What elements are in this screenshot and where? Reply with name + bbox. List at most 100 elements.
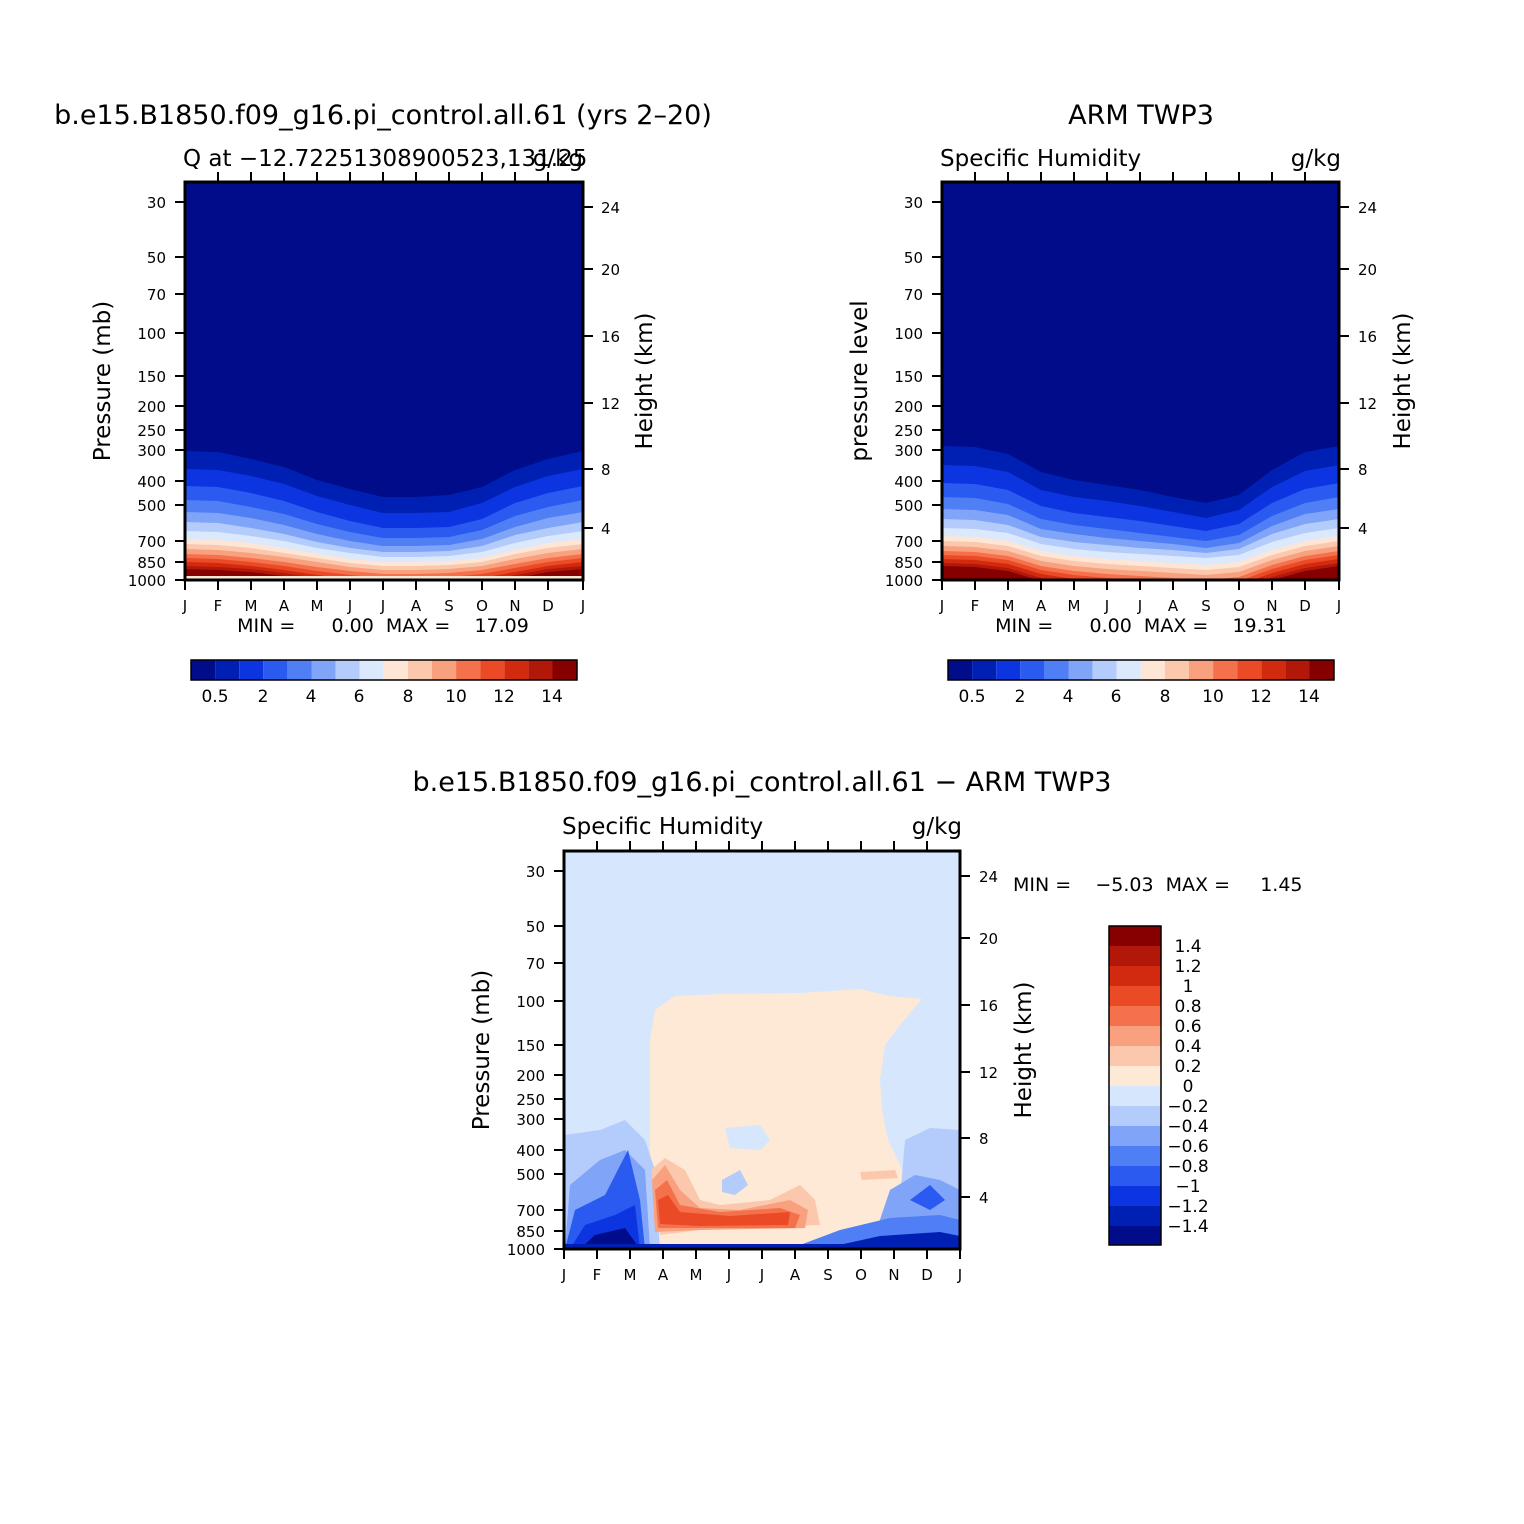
model-colorbar-swatch (359, 660, 384, 680)
panel-obs-left-label: Specific Humidity (940, 146, 1141, 172)
diff-x-tick: M (690, 1266, 703, 1284)
model-colorbar-swatch (456, 660, 481, 680)
diff-colorbar-swatch (1109, 1086, 1161, 1106)
obs-colorbar-label: 4 (1063, 687, 1074, 707)
model-y-tick: 300 (137, 442, 166, 460)
diff-surface-strip (564, 1244, 960, 1249)
diff-colorbar-labels: 1.4 1.2 1 0.8 0.6 0.4 0.2 0 −0.2 −0.4 −0… (1167, 937, 1208, 1237)
panel-diff: b.e15.B1850.f09_g16.pi_control.all.61 − … (413, 767, 1303, 1284)
model-colorbar-swatch (480, 660, 505, 680)
obs-y2-tick-labels: 24 20 16 12 8 4 (1358, 199, 1377, 538)
obs-x-tick: F (971, 597, 980, 615)
obs-bottom-ticks (941, 580, 1340, 590)
model-colorbar-swatch (215, 660, 240, 680)
obs-colorbar: 0.5 2 4 6 8 10 12 14 (947, 659, 1335, 707)
model-y2-axis-label: Height (km) (632, 312, 658, 449)
obs-x-tick: M (1002, 597, 1015, 615)
diff-colorbar-label: −1.2 (1167, 1197, 1208, 1217)
obs-x-tick: D (1299, 597, 1311, 615)
diff-negative-small-blob (722, 1170, 748, 1195)
diff-y-tick: 200 (516, 1067, 545, 1085)
diff-y-tick: 300 (516, 1111, 545, 1129)
model-colorbar-swatch (335, 660, 360, 680)
model-y-tick: 100 (137, 325, 166, 343)
obs-colorbar-label: 6 (1111, 687, 1122, 707)
panel-obs: ARM TWP3 Specific Humidity g/kg (847, 100, 1416, 707)
diff-colorbar-label: 0.6 (1174, 1017, 1201, 1037)
diff-colorbar-label: −0.4 (1167, 1117, 1208, 1137)
diff-x-tick-labels: J F M A M J J A S O N D J (561, 1266, 962, 1284)
obs-y-tick: 150 (894, 368, 923, 386)
model-y-tick: 50 (147, 249, 166, 267)
model-colorbar-frame (190, 659, 578, 681)
obs-x-tick: A (1168, 597, 1179, 615)
obs-x-tick: O (1233, 597, 1245, 615)
model-colorbar-label: 14 (541, 687, 563, 707)
diff-colorbar-swatches (1109, 926, 1161, 1245)
obs-colorbar-label: 10 (1202, 687, 1224, 707)
model-contour-field (185, 182, 583, 580)
model-colorbar-swatch (263, 660, 288, 680)
model-colorbar-label: 8 (403, 687, 414, 707)
diff-y-tick: 850 (516, 1223, 545, 1241)
model-surface-strip (185, 576, 583, 580)
model-colorbar-label: 10 (445, 687, 467, 707)
diff-top-ticks (596, 841, 928, 851)
obs-colorbar-swatch (1140, 660, 1165, 680)
model-colorbar-swatch (311, 660, 336, 680)
model-y2-tick: 20 (601, 261, 620, 279)
obs-colorbar-swatch (1309, 660, 1334, 680)
diff-right-ticks (960, 875, 970, 1198)
model-colorbar-label: 12 (493, 687, 515, 707)
diff-colorbar-label: 1.4 (1174, 937, 1201, 957)
obs-min-max: MIN = 0.00 MAX = 19.31 (995, 615, 1287, 637)
obs-x-tick: J (1137, 597, 1142, 615)
panel-model-left-label: Q at −12.72251308900523,131.25 (183, 146, 587, 172)
diff-colorbar-label: 0.2 (1174, 1057, 1201, 1077)
diff-y2-tick-labels: 24 20 16 12 8 4 (979, 868, 998, 1207)
panel-obs-units: g/kg (1291, 146, 1341, 172)
diff-x-tick: D (921, 1266, 933, 1284)
model-left-ticks (175, 201, 185, 581)
obs-y-tick: 850 (894, 554, 923, 572)
model-colorbar-label: 2 (258, 687, 269, 707)
diff-colorbar-label: −0.2 (1167, 1097, 1208, 1117)
diff-x-tick: S (823, 1266, 833, 1284)
obs-y2-tick: 20 (1358, 261, 1377, 279)
diff-positive-red (658, 1195, 790, 1226)
diff-x-tick: J (759, 1266, 764, 1284)
panel-model: b.e15.B1850.f09_g16.pi_control.all.61 (y… (54, 100, 712, 707)
obs-y2-axis-label: Height (km) (1390, 312, 1416, 449)
obs-x-tick: S (1201, 597, 1211, 615)
model-x-tick: M (311, 597, 324, 615)
obs-y-tick: 700 (894, 533, 923, 551)
obs-colorbar-label: 2 (1015, 687, 1026, 707)
obs-x-tick-labels: J F M A M J J A S O N D J (939, 597, 1341, 615)
obs-x-tick: J (1336, 597, 1341, 615)
model-x-tick: J (347, 597, 352, 615)
obs-colorbar-swatch (1068, 660, 1093, 680)
diff-y2-axis-label: Height (km) (1011, 981, 1037, 1118)
model-colorbar-swatches (191, 660, 577, 680)
panel-obs-title: ARM TWP3 (1068, 100, 1214, 131)
diff-y-tick: 30 (526, 863, 545, 881)
model-x-tick: A (279, 597, 290, 615)
obs-x-tick: J (1104, 597, 1109, 615)
diff-x-tick: O (855, 1266, 867, 1284)
model-y-tick: 70 (147, 286, 166, 304)
obs-y-tick: 30 (904, 194, 923, 212)
model-x-tick-labels: J F M A M J J A S O N D J (182, 597, 585, 615)
diff-colorbar-swatch (1109, 1146, 1161, 1166)
obs-y-tick: 70 (904, 286, 923, 304)
obs-top-ticks (974, 172, 1306, 182)
diff-colorbar-swatch (1109, 1166, 1161, 1186)
model-y-tick: 500 (137, 497, 166, 515)
model-x-tick: J (182, 597, 187, 615)
diff-colorbar-label: 0 (1183, 1077, 1194, 1097)
model-colorbar-swatch (287, 660, 312, 680)
diff-colorbar-swatch (1109, 946, 1161, 966)
diff-y-tick: 50 (526, 918, 545, 936)
obs-colorbar-swatch (1189, 660, 1214, 680)
model-colorbar-labels: 0.5 2 4 6 8 10 12 14 (201, 687, 562, 707)
panel-model-units: g/kg (533, 146, 583, 172)
